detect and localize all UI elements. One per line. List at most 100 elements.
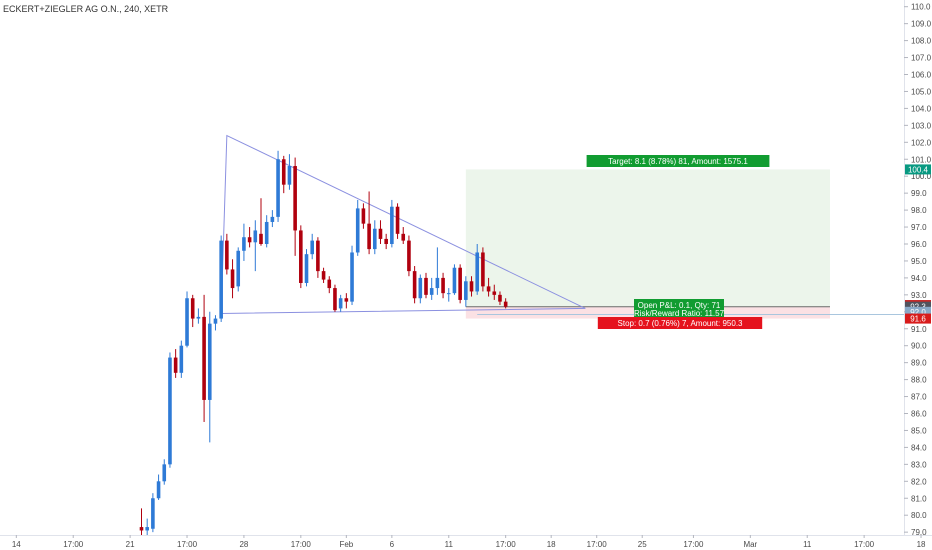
candle-body [412,271,417,299]
candle [264,215,269,248]
time-tick-label: 17:00 [496,540,517,549]
time-axis[interactable]: 17:00 14 17:00 21 17:00 28 17:00 Feb 6 11 17:00 18 1… [0,535,932,550]
candle [458,264,462,304]
price-tick-label: 99.0 [911,189,927,198]
time-tick-label: Feb [339,540,353,549]
price-tick-label: 89.0 [911,359,927,368]
price-label-bg [905,164,931,175]
candle-body [350,252,354,302]
price-tick-label: 80.0 [911,511,927,520]
pnl-label-bg [634,299,724,318]
price-label[interactable]: 91.6 [905,313,931,324]
candle-body [162,464,167,482]
candle-body [236,250,241,287]
risk-reward-text: Risk/Reward Ratio: 11.57 [634,309,725,318]
candle-body [344,298,349,302]
price-tick-label: 108.0 [911,37,932,46]
candle [230,259,235,299]
price-tick-label: 96.0 [911,240,927,249]
time-tick-label: 17:00 [587,540,608,549]
price-tick-label: 103.0 [911,121,932,130]
candle-body [486,286,491,292]
candle [145,518,149,538]
candle-body [253,230,258,243]
candle-body [418,277,423,299]
candle-body [378,228,383,239]
time-axis-bg [0,535,932,550]
time-tick-label: 17:00 [291,540,312,549]
candle [469,276,474,297]
profit-zone[interactable] [465,169,830,307]
price-tick-label: 107.0 [911,54,932,63]
time-tick-label: 11 [803,540,812,549]
symbol-title: ECKERT+ZIEGLER AG O.N., 240, XETR [3,4,169,14]
candles [139,150,508,538]
candle [452,264,457,295]
time-tick-label: 18 [917,540,926,549]
time-tick-label: 6 [390,540,395,549]
candle [424,272,428,299]
price-tick-label: 81.0 [911,494,927,503]
triangle-drawing[interactable] [220,134,586,315]
candle [486,277,491,297]
candle [350,245,354,306]
price-tick-label: 93.0 [911,291,927,300]
candle-body [276,159,280,217]
candle [310,233,314,260]
candle [492,284,497,300]
time-tick-label: 17:00 [177,540,198,549]
candle [372,220,377,255]
candle [162,459,167,485]
candle [481,247,485,292]
candle-body [372,228,377,250]
candle [139,508,144,536]
candle-body [299,230,303,283]
candle [196,308,201,324]
candle-body [264,221,269,244]
time-tick-label: 17:00 [63,540,84,549]
candle [367,191,371,255]
candle-body [139,527,144,531]
price-tick-label: 88.0 [911,376,927,385]
candle [390,199,394,248]
candle [333,284,337,312]
price-tick-label: 106.0 [911,71,932,80]
time-tick-label: 17:00 [854,540,875,549]
candle [207,311,212,443]
open-pnl-text: Open P&L: 0.1, Qty: 71 [638,301,721,310]
candle [401,227,406,244]
price-tick-label: 94.0 [911,274,927,283]
candle-body [310,240,314,255]
candle [190,294,195,328]
candle-body [435,277,440,289]
candle [327,276,332,294]
candle [173,349,178,378]
price-label[interactable]: 100.4 [905,164,931,175]
candle-body [145,527,149,531]
candle-body [213,318,218,324]
price-tick-label: 109.0 [911,20,932,29]
candle-body [333,288,337,311]
candle-body [179,345,184,373]
triangle-shape[interactable] [220,134,586,315]
candle-body [287,166,292,185]
candle [276,150,280,222]
candle [151,493,155,533]
candle-body [207,323,212,400]
price-label[interactable]: 92.0 [905,306,931,317]
candle-body [293,166,297,231]
candle [321,267,326,283]
time-tick-label: Mar [743,540,757,549]
candle [384,233,388,250]
candle-body [407,240,411,272]
candle [293,157,297,256]
price-label-text: 100.4 [908,165,929,174]
candle-body [338,298,343,309]
candle-body [464,281,468,300]
price-tick-label: 100.0 [911,172,932,181]
time-tick-label: 25 [638,540,647,549]
price-axis[interactable]: 110.0 109.0 108.0 107.0 106.0 105.0 104.0 103.0… [904,0,932,550]
candle-body [458,267,462,300]
price-tick-label: 104.0 [911,104,932,113]
